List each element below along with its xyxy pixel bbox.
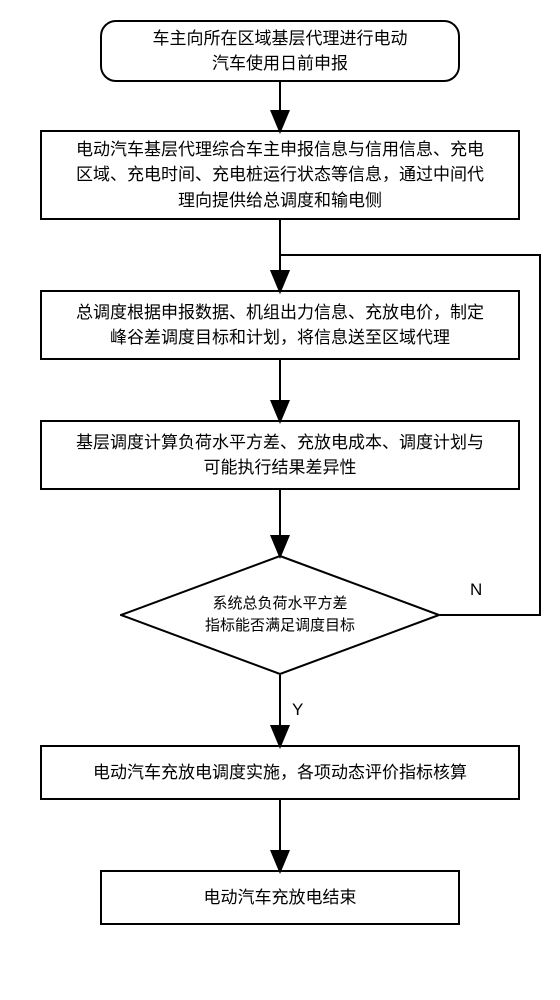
label-yes: Y bbox=[292, 700, 303, 720]
node-text: 电动汽车基层代理综合车主申报信息与信用信息、充电区域、充电时间、充电桩运行状态等… bbox=[76, 137, 484, 214]
flow-node-n2: 电动汽车基层代理综合车主申报信息与信用信息、充电区域、充电时间、充电桩运行状态等… bbox=[40, 130, 520, 220]
flow-node-n3: 总调度根据申报数据、机组出力信息、充放电价，制定峰谷差调度目标和计划，将信息送至… bbox=[40, 290, 520, 360]
flow-node-n4: 基层调度计算负荷水平方差、充放电成本、调度计划与可能执行结果差异性 bbox=[40, 420, 520, 490]
flow-node-n7: 电动汽车充放电结束 bbox=[100, 870, 460, 925]
node-text: 总调度根据申报数据、机组出力信息、充放电价，制定峰谷差调度目标和计划，将信息送至… bbox=[76, 300, 484, 351]
node-text: 电动汽车充放电结束 bbox=[204, 885, 357, 911]
flow-node-n5: 系统总负荷水平方差指标能否满足调度目标 bbox=[120, 555, 440, 675]
node-text: 基层调度计算负荷水平方差、充放电成本、调度计划与可能执行结果差异性 bbox=[76, 430, 484, 481]
flow-node-n6: 电动汽车充放电调度实施，各项动态评价指标核算 bbox=[40, 745, 520, 800]
flow-node-n1: 车主向所在区域基层代理进行电动汽车使用日前申报 bbox=[100, 20, 460, 82]
node-text: 电动汽车充放电调度实施，各项动态评价指标核算 bbox=[93, 760, 467, 786]
node-text: 车主向所在区域基层代理进行电动汽车使用日前申报 bbox=[153, 26, 408, 77]
label-no: N bbox=[470, 580, 482, 600]
node-text: 系统总负荷水平方差指标能否满足调度目标 bbox=[205, 593, 355, 638]
